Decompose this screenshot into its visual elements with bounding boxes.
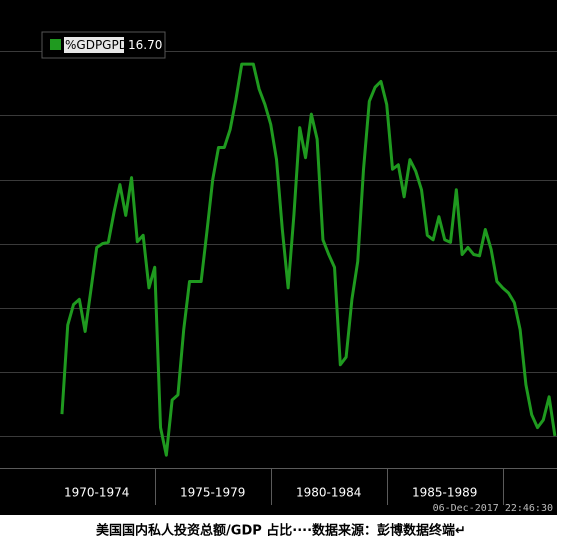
legend-label: %GDPGPDI — [65, 38, 132, 52]
x-period-label: 1980-1984 — [296, 486, 361, 500]
legend-value: 16.70 — [128, 38, 162, 52]
legend-highlight — [64, 37, 124, 53]
series-line — [60, 62, 557, 457]
legend-swatch — [50, 39, 61, 50]
timestamp: 06-Dec-2017 22:46:30 — [433, 503, 553, 514]
x-period-label: 1970-1974 — [64, 486, 129, 500]
x-period-label: 1975-1979 — [180, 486, 245, 500]
chart-background — [0, 0, 557, 515]
caption: 美国国内私人投资总额/GDP 占比····数据来源：彭博数据终端↵ — [96, 523, 466, 539]
legend-box — [41, 31, 166, 59]
x-period-label: 1985-1989 — [412, 486, 477, 500]
